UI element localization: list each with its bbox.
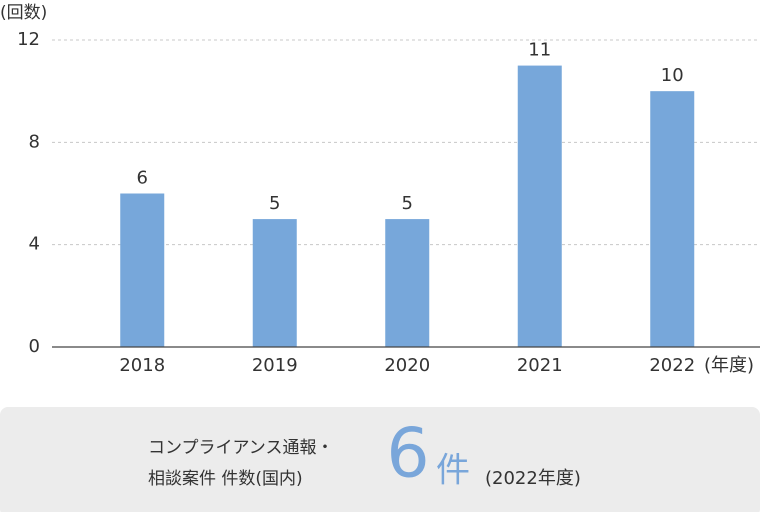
y-axis-unit: (回数) [0,3,47,23]
x-tick-label: 2019 [252,355,298,376]
x-tick-label: 2020 [384,355,430,376]
bar [650,91,695,348]
data-label: 11 [528,40,551,61]
x-tick-label: 2021 [517,355,563,376]
summary-label: 相談案件 件数(国内) [148,469,303,489]
x-tick-label: 2018 [119,355,165,376]
y-tick-label: 0 [29,336,40,357]
data-label: 6 [137,168,148,189]
bar [252,219,297,347]
summary-label: コンプライアンス通報・ [148,438,333,458]
data-label: 5 [402,193,413,214]
x-tick-label: 2022 [649,355,695,376]
x-axis-unit: (年度) [704,355,754,376]
summary-period: (2022年度) [485,468,581,489]
summary-box [0,407,760,516]
data-label: 5 [269,193,280,214]
summary-unit: 件 [436,451,470,491]
bar [385,219,430,347]
summary-count: 6 [386,415,429,494]
bar [517,65,562,347]
y-tick-label: 12 [17,29,40,50]
y-tick-label: 4 [29,234,40,255]
data-label: 10 [661,65,684,86]
y-tick-label: 8 [29,131,40,152]
bar [120,193,165,347]
